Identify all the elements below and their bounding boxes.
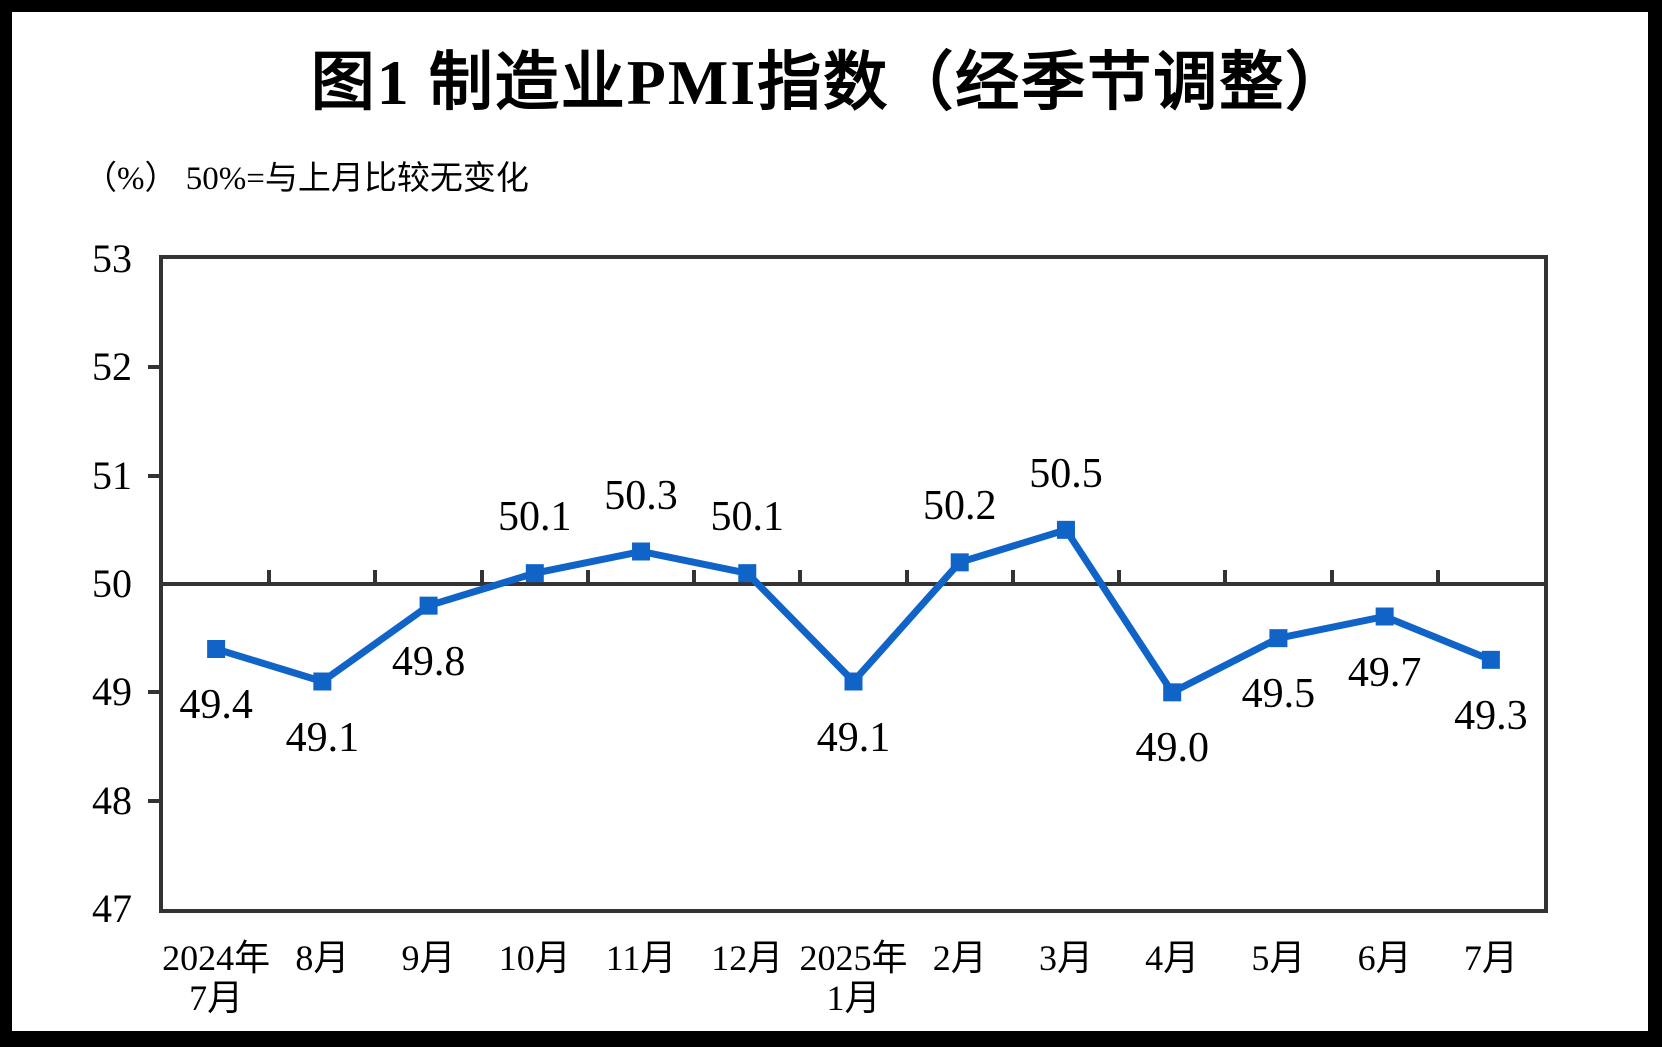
x-axis-label: 3月	[981, 938, 1151, 978]
reference-line-50	[163, 582, 1544, 586]
data-point-marker	[738, 564, 757, 583]
x-axis-label-line: 10月	[498, 938, 571, 978]
x-axis-label-line: 2024年	[162, 938, 271, 978]
data-point-label: 50.1	[498, 494, 572, 541]
data-point-label: 50.2	[922, 483, 997, 530]
x-axis-label: 6月	[1300, 938, 1470, 978]
y-axis-label: 52	[92, 344, 132, 390]
x-axis-label: 7月	[1406, 938, 1576, 978]
x-axis-label-line: 12月	[711, 938, 784, 978]
y-axis-tick	[148, 798, 163, 803]
x-axis-label-line: 5月	[1251, 938, 1306, 978]
data-point-label: 50.5	[1029, 450, 1103, 497]
x-axis-tick	[373, 570, 378, 582]
y-axis-label: 49	[92, 669, 132, 715]
data-point-label: 50.1	[710, 494, 785, 541]
x-axis-tick	[1435, 570, 1440, 582]
data-point-label: 49.1	[285, 714, 360, 761]
x-axis-tick	[904, 570, 909, 582]
data-point-marker	[525, 564, 544, 583]
chart-title: 图1 制造业PMI指数（经季节调整）	[310, 47, 1352, 118]
data-point-marker	[1481, 650, 1500, 669]
x-axis-label: 8月	[237, 938, 407, 978]
data-point-label: 50.3	[604, 472, 678, 519]
data-point-marker	[419, 596, 438, 615]
y-axis-label: 47	[92, 886, 132, 931]
x-axis-label: 9月	[344, 938, 514, 978]
x-axis-tick	[798, 570, 803, 582]
x-axis-tick	[479, 570, 484, 582]
x-axis-label-line: 4月	[1145, 938, 1200, 978]
data-point-label: 49.8	[391, 638, 466, 685]
x-axis-label: 10月	[450, 938, 620, 978]
data-point-marker	[1375, 607, 1394, 626]
x-axis-label-line: 1月	[826, 978, 881, 1018]
data-point-marker	[950, 553, 969, 572]
data-point-marker	[1056, 520, 1075, 539]
data-point-marker	[844, 672, 863, 691]
chart-unit-note: （%） 50%=与上月比较无变化	[84, 161, 529, 197]
data-point-marker	[632, 542, 651, 561]
x-axis-label-line: 7月	[189, 978, 244, 1018]
x-axis-label-line: 7月	[1463, 938, 1518, 978]
data-point-marker	[1163, 683, 1182, 702]
x-axis-label-line: 2025年	[799, 938, 908, 978]
x-axis-label: 2025年 1月	[769, 938, 939, 1018]
y-axis-label: 50	[92, 561, 132, 606]
y-axis-tick	[148, 690, 163, 695]
y-axis-label: 53	[92, 236, 132, 281]
x-axis-tick	[585, 570, 590, 582]
x-axis-tick	[1010, 570, 1015, 582]
data-point-label: 49.1	[816, 714, 891, 761]
data-point-label: 49.0	[1135, 725, 1209, 772]
data-point-marker	[1269, 629, 1288, 648]
y-axis-tick	[148, 473, 163, 478]
x-axis-tick	[267, 570, 272, 582]
x-axis-label: 4月	[1087, 938, 1257, 978]
x-axis-label: 2月	[875, 938, 1045, 978]
x-axis-label: 12月	[662, 938, 832, 978]
x-axis-label: 5月	[1193, 938, 1363, 978]
x-axis-label-line: 9月	[401, 938, 456, 978]
data-point-label: 49.5	[1241, 671, 1316, 718]
data-point-marker	[313, 672, 332, 691]
y-axis-tick	[148, 365, 163, 370]
data-point-label: 49.7	[1347, 649, 1422, 696]
y-axis-label: 51	[92, 452, 132, 498]
y-axis-label: 48	[92, 777, 132, 823]
x-axis-label-line: 11月	[605, 938, 677, 978]
data-point-label: 49.4	[179, 682, 253, 728]
data-point-marker	[207, 640, 226, 658]
data-point-label: 49.3	[1454, 692, 1528, 739]
x-axis-label-line: 8月	[295, 938, 350, 978]
x-axis-label-line: 3月	[1038, 938, 1093, 978]
x-axis-tick	[1329, 570, 1334, 582]
x-axis-label: 2024年 7月	[131, 938, 301, 1018]
x-axis-tick	[1223, 570, 1228, 582]
x-axis-label-line: 6月	[1357, 938, 1412, 978]
x-axis-label-line: 2月	[932, 938, 987, 978]
x-axis-label: 11月	[556, 938, 726, 978]
x-axis-tick	[1117, 570, 1122, 582]
x-axis-tick	[692, 570, 697, 582]
